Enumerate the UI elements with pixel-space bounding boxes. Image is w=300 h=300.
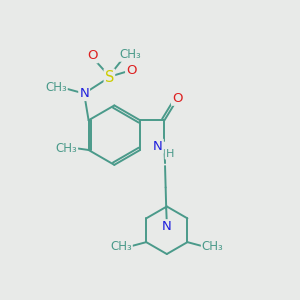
Text: CH₃: CH₃ xyxy=(56,142,77,155)
Text: O: O xyxy=(172,92,182,105)
Text: S: S xyxy=(105,70,114,85)
Text: CH₃: CH₃ xyxy=(45,81,67,94)
Text: N: N xyxy=(162,220,172,233)
Text: N: N xyxy=(79,87,89,100)
Text: N: N xyxy=(153,140,163,153)
Text: O: O xyxy=(126,64,136,77)
Text: CH₃: CH₃ xyxy=(119,48,141,61)
Text: CH₃: CH₃ xyxy=(110,240,132,253)
Text: CH₃: CH₃ xyxy=(202,240,224,253)
Text: O: O xyxy=(87,49,98,62)
Text: H: H xyxy=(166,148,174,159)
